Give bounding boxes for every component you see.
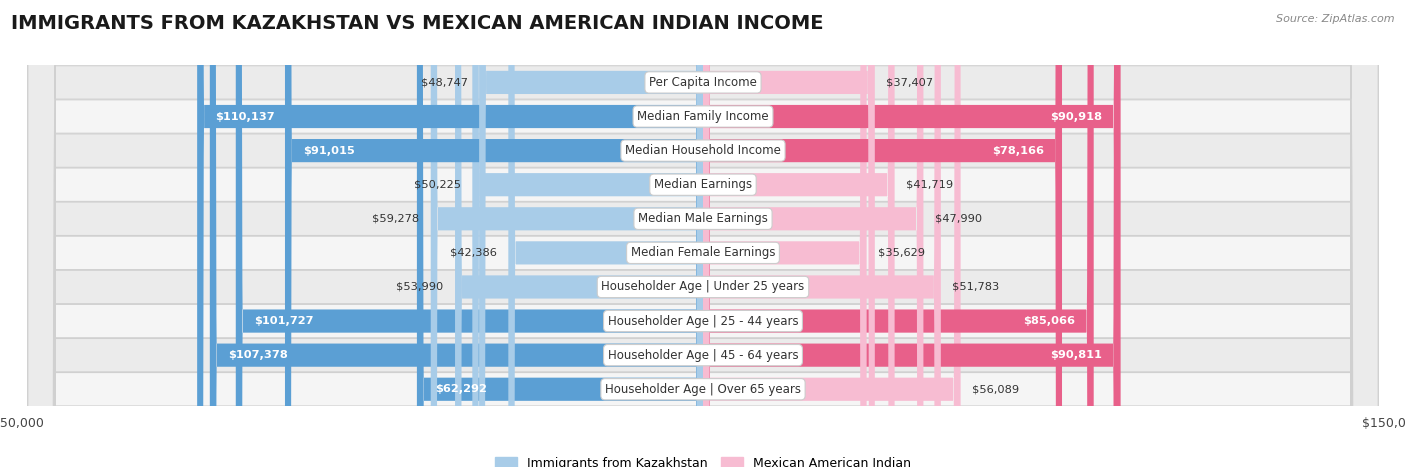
FancyBboxPatch shape [703, 0, 1062, 467]
FancyBboxPatch shape [703, 0, 941, 467]
Text: Householder Age | Under 25 years: Householder Age | Under 25 years [602, 281, 804, 293]
Text: $107,378: $107,378 [228, 350, 288, 360]
FancyBboxPatch shape [28, 0, 1378, 467]
FancyBboxPatch shape [703, 0, 894, 467]
Legend: Immigrants from Kazakhstan, Mexican American Indian: Immigrants from Kazakhstan, Mexican Amer… [489, 452, 917, 467]
Text: $90,918: $90,918 [1050, 112, 1102, 121]
Text: $48,747: $48,747 [420, 78, 468, 87]
Text: $85,066: $85,066 [1024, 316, 1076, 326]
FancyBboxPatch shape [28, 0, 1378, 467]
Text: $35,629: $35,629 [879, 248, 925, 258]
Text: $62,292: $62,292 [436, 384, 486, 394]
Text: Median Male Earnings: Median Male Earnings [638, 212, 768, 225]
Text: $91,015: $91,015 [304, 146, 356, 156]
FancyBboxPatch shape [418, 0, 703, 467]
Text: Householder Age | 45 - 64 years: Householder Age | 45 - 64 years [607, 349, 799, 361]
FancyBboxPatch shape [28, 0, 1378, 467]
Text: $56,089: $56,089 [972, 384, 1019, 394]
FancyBboxPatch shape [28, 0, 1378, 467]
FancyBboxPatch shape [285, 0, 703, 467]
FancyBboxPatch shape [236, 0, 703, 467]
FancyBboxPatch shape [28, 0, 1378, 467]
Text: $101,727: $101,727 [254, 316, 314, 326]
FancyBboxPatch shape [456, 0, 703, 467]
Text: Median Earnings: Median Earnings [654, 178, 752, 191]
Text: $53,990: $53,990 [396, 282, 443, 292]
Text: $37,407: $37,407 [886, 78, 934, 87]
Text: $42,386: $42,386 [450, 248, 496, 258]
FancyBboxPatch shape [703, 0, 866, 467]
FancyBboxPatch shape [703, 0, 960, 467]
Text: Source: ZipAtlas.com: Source: ZipAtlas.com [1277, 14, 1395, 24]
Text: $90,811: $90,811 [1050, 350, 1102, 360]
Text: IMMIGRANTS FROM KAZAKHSTAN VS MEXICAN AMERICAN INDIAN INCOME: IMMIGRANTS FROM KAZAKHSTAN VS MEXICAN AM… [11, 14, 824, 33]
FancyBboxPatch shape [430, 0, 703, 467]
FancyBboxPatch shape [28, 0, 1378, 467]
Text: $41,719: $41,719 [905, 180, 953, 190]
Text: $59,278: $59,278 [373, 214, 419, 224]
FancyBboxPatch shape [197, 0, 703, 467]
FancyBboxPatch shape [209, 0, 703, 467]
Text: $110,137: $110,137 [215, 112, 276, 121]
FancyBboxPatch shape [703, 0, 875, 467]
FancyBboxPatch shape [28, 0, 1378, 467]
FancyBboxPatch shape [703, 0, 924, 467]
FancyBboxPatch shape [28, 0, 1378, 467]
Text: $78,166: $78,166 [991, 146, 1043, 156]
Text: $50,225: $50,225 [413, 180, 461, 190]
FancyBboxPatch shape [703, 0, 1094, 467]
Text: Per Capita Income: Per Capita Income [650, 76, 756, 89]
FancyBboxPatch shape [28, 0, 1378, 467]
FancyBboxPatch shape [28, 0, 1378, 467]
FancyBboxPatch shape [472, 0, 703, 467]
Text: $51,783: $51,783 [952, 282, 1000, 292]
Text: Median Female Earnings: Median Female Earnings [631, 247, 775, 259]
FancyBboxPatch shape [509, 0, 703, 467]
Text: $47,990: $47,990 [935, 214, 981, 224]
FancyBboxPatch shape [703, 0, 1121, 467]
Text: Median Family Income: Median Family Income [637, 110, 769, 123]
FancyBboxPatch shape [703, 0, 1121, 467]
FancyBboxPatch shape [479, 0, 703, 467]
Text: Median Household Income: Median Household Income [626, 144, 780, 157]
Text: Householder Age | Over 65 years: Householder Age | Over 65 years [605, 383, 801, 396]
Text: Householder Age | 25 - 44 years: Householder Age | 25 - 44 years [607, 315, 799, 327]
